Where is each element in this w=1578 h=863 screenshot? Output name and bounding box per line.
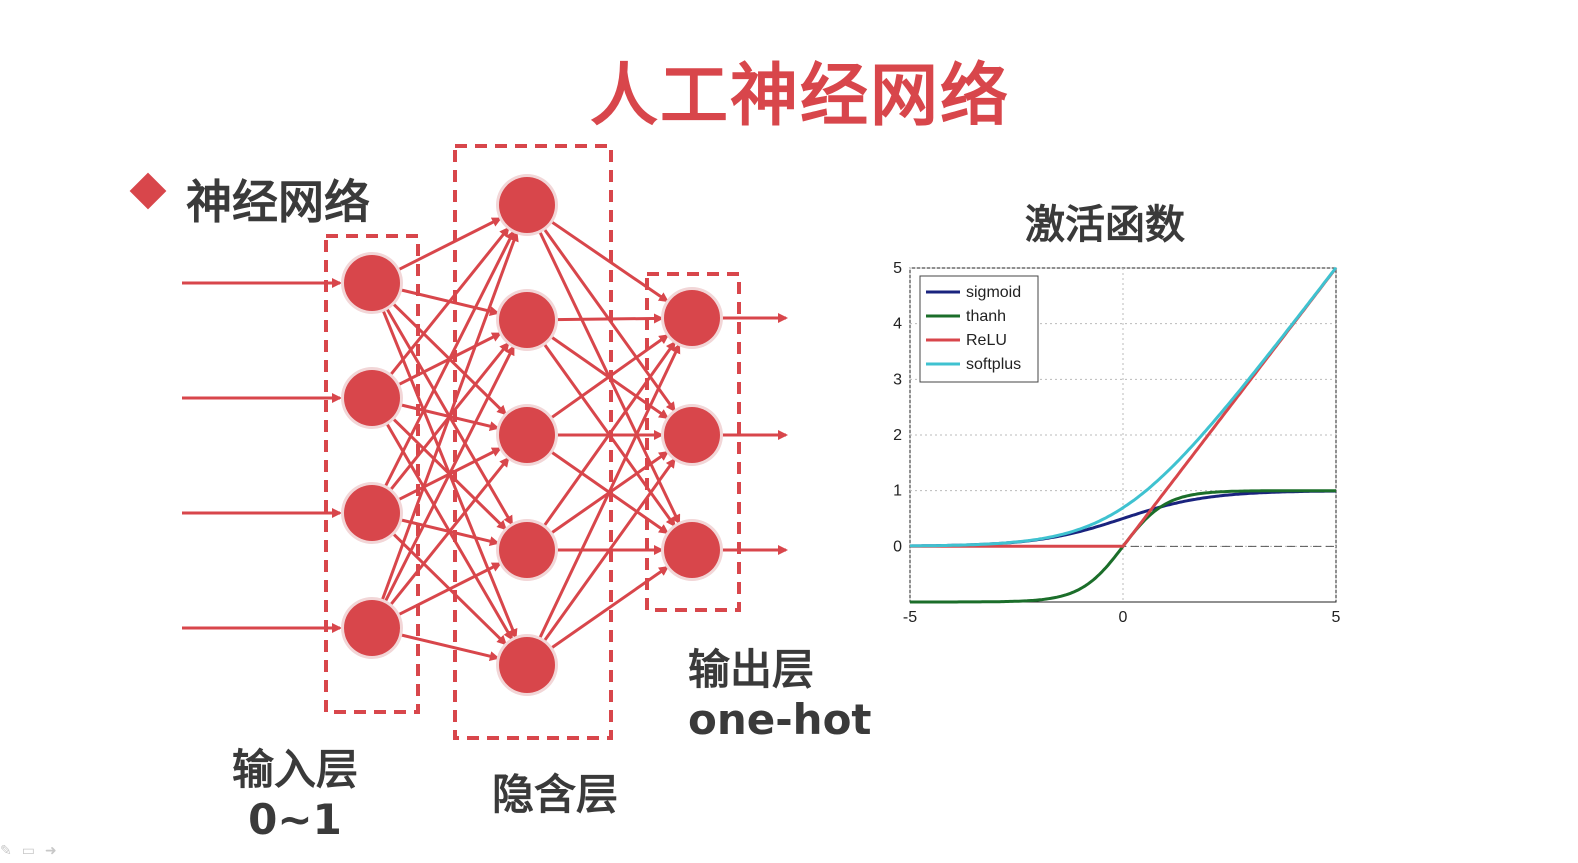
input-node (344, 600, 400, 656)
x-tick-label: 0 (1119, 609, 1128, 626)
activation-chart-title: 激活函数 (1025, 202, 1185, 248)
x-tick-label: -5 (903, 609, 917, 626)
slide-toolbar[interactable]: ✎ ▭ ➜ (0, 843, 57, 859)
legend-label-relu: ReLU (966, 332, 1007, 349)
output-layer-box (645, 272, 741, 612)
connection-arrow (383, 345, 515, 604)
y-tick-label: 0 (893, 538, 902, 555)
hidden-node (499, 292, 555, 348)
x-tick-label: 5 (1332, 609, 1341, 626)
connection-arrow (388, 226, 510, 378)
y-tick-label: 3 (893, 371, 902, 388)
output-node (664, 522, 720, 578)
connection-arrow (548, 334, 670, 421)
activation-chart: -5 0 5 0 1 2 3 4 5 sigmoid thanh ReLU softplus (893, 260, 1341, 626)
connection-arrow (537, 343, 681, 641)
output-layer-encoding: one-hot (688, 695, 872, 745)
input-layer-box (324, 234, 420, 714)
output-layer-name: 输出层 (688, 645, 815, 694)
series-line-softplus (909, 266, 1338, 548)
y-tick-label: 1 (893, 483, 902, 500)
connection-arrow (554, 313, 665, 324)
legend-label-thanh: thanh (966, 308, 1006, 325)
page-title: 人工神经网络 (589, 57, 1010, 136)
hidden-layer-label: 隐含层 (491, 770, 618, 819)
input-layer-range: 0~1 (248, 795, 342, 845)
connection-arrow (542, 340, 676, 529)
connection-arrow (549, 565, 670, 651)
connection-arrow (396, 562, 502, 617)
y-tick-label: 5 (893, 260, 902, 277)
neural-network-diagram (182, 144, 788, 740)
input-node (344, 485, 400, 541)
output-node (664, 290, 720, 346)
input-node (344, 255, 400, 311)
connection-arrow (383, 230, 515, 489)
input-layer-label: 输入层 0~1 (210, 745, 380, 846)
next-arrow-icon[interactable]: ➜ (44, 843, 57, 859)
y-tick-label: 4 (893, 316, 902, 333)
connection-arrow (549, 219, 669, 303)
connection-arrow (542, 457, 676, 644)
connection-arrow (396, 217, 502, 272)
legend-label-softplus: softplus (966, 356, 1021, 373)
hidden-node (499, 637, 555, 693)
connection-arrow (388, 456, 510, 608)
hidden-layer-box (453, 144, 613, 740)
input-layer-name: 输入层 (231, 745, 358, 794)
hidden-node (499, 522, 555, 578)
pen-icon[interactable]: ✎ (0, 843, 12, 859)
hidden-node (499, 407, 555, 463)
output-node (664, 407, 720, 463)
connection-arrow (398, 633, 500, 662)
legend-label-sigmoid: sigmoid (966, 284, 1021, 301)
output-layer-label: 输出层 one-hot (688, 645, 872, 746)
connection-arrow (380, 231, 519, 603)
input-node (344, 370, 400, 426)
menu-icon[interactable]: ▭ (21, 843, 35, 859)
section-heading: 神经网络 (186, 175, 370, 229)
y-tick-label: 2 (893, 427, 902, 444)
hidden-node (499, 177, 555, 233)
